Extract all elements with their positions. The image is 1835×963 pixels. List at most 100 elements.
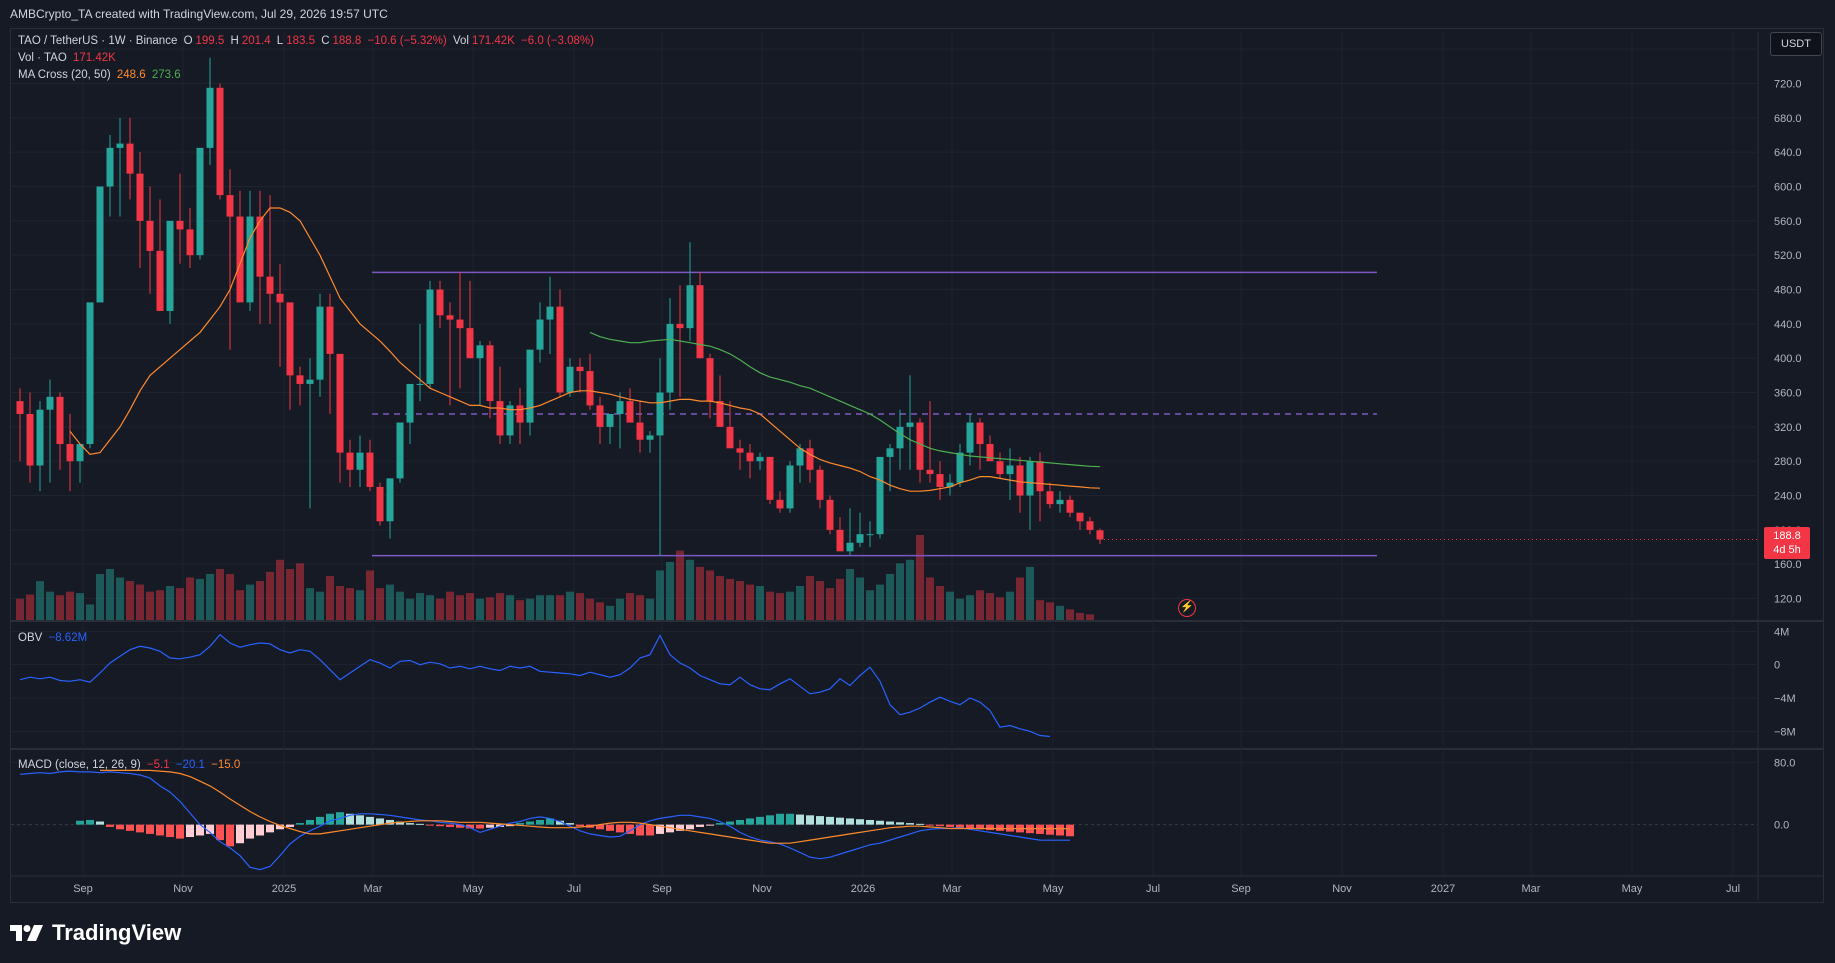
macd-tick-label: 0.0 bbox=[1774, 820, 1789, 832]
last-price-value: 188.8 bbox=[1773, 530, 1801, 542]
candle-body bbox=[1026, 461, 1034, 496]
volume-bar bbox=[166, 586, 174, 620]
candle-body bbox=[16, 401, 24, 414]
ma-cross-legend[interactable]: MA Cross (20, 50) 248.6 273.6 bbox=[18, 69, 184, 81]
candle-body bbox=[486, 345, 494, 402]
volume-bar bbox=[926, 577, 934, 620]
obv-legend[interactable]: OBV −8.62M bbox=[18, 632, 90, 644]
macd-histogram-bar bbox=[126, 824, 134, 831]
time-tick-label: Nov bbox=[173, 883, 193, 895]
macd-histogram-bar bbox=[606, 824, 614, 831]
currency-button[interactable]: USDT bbox=[1770, 32, 1822, 56]
tradingview-logo[interactable]: TradingView bbox=[10, 920, 181, 946]
macd-histogram-bar bbox=[966, 824, 974, 829]
volume-bar bbox=[16, 598, 24, 620]
volume-bar bbox=[306, 588, 314, 620]
candle-body bbox=[476, 345, 484, 359]
macd-histogram-bar bbox=[1036, 824, 1044, 834]
macd-histogram-bar bbox=[536, 819, 544, 825]
macd-histogram-bar bbox=[116, 824, 124, 830]
chart-frame bbox=[10, 28, 1824, 903]
volume-bar bbox=[526, 598, 534, 620]
time-tick-label: Mar bbox=[943, 883, 962, 895]
time-tick-label: Sep bbox=[73, 883, 93, 895]
volume-bar bbox=[346, 588, 354, 620]
volume-bar bbox=[936, 586, 944, 620]
candle-body bbox=[846, 542, 854, 552]
volume-bar bbox=[896, 563, 904, 620]
level-lines bbox=[372, 271, 1377, 557]
volume-bar bbox=[826, 588, 834, 620]
candle-body bbox=[836, 529, 844, 552]
candle-body bbox=[136, 173, 144, 221]
symbol-legend[interactable]: TAO / TetherUS · 1W · Binance O 199.5 H 20… bbox=[18, 35, 597, 47]
macd-histogram-bar bbox=[936, 824, 944, 827]
price-tick-label: 160.0 bbox=[1774, 559, 1802, 571]
volume-bar bbox=[1066, 609, 1074, 620]
macd-histogram-bar bbox=[716, 823, 724, 825]
volume-indicator-label[interactable]: Vol · TAO bbox=[18, 52, 67, 64]
ma-slow-value: 273.6 bbox=[151, 69, 181, 81]
volume-bar bbox=[366, 570, 374, 620]
volume-bar bbox=[336, 586, 344, 620]
macd-histogram-bar bbox=[866, 819, 874, 825]
volume-bar bbox=[636, 595, 644, 620]
volume-bar bbox=[196, 578, 204, 620]
candle-body bbox=[236, 216, 244, 303]
candle-body bbox=[756, 456, 764, 462]
candle-body bbox=[426, 289, 434, 384]
volume-bar bbox=[396, 591, 404, 620]
macd-legend[interactable]: MACD (close, 12, 26, 9) −5.1 −20.1 −15.0 bbox=[18, 759, 243, 771]
macd-histogram-bar bbox=[756, 816, 764, 825]
volume-bar bbox=[916, 535, 924, 620]
ma-cross-label[interactable]: MA Cross (20, 50) bbox=[18, 69, 111, 81]
candle-body bbox=[1066, 499, 1074, 513]
candle-body bbox=[176, 220, 184, 230]
candle-body bbox=[856, 534, 864, 543]
candle-body bbox=[876, 456, 884, 535]
macd-histogram-bar bbox=[1046, 824, 1054, 835]
macd-histogram-bar bbox=[106, 824, 114, 827]
volume-bar bbox=[886, 573, 894, 620]
macd-histogram-bar bbox=[346, 813, 354, 825]
candle-body bbox=[826, 499, 834, 530]
candle-body bbox=[606, 413, 614, 427]
macd-histogram-bar bbox=[376, 818, 384, 825]
candle-body bbox=[656, 392, 664, 436]
candle-body bbox=[626, 401, 634, 423]
high-value: 201.4 bbox=[241, 35, 271, 47]
volume-bar bbox=[596, 602, 604, 620]
candle-body bbox=[446, 315, 454, 320]
candle-body bbox=[536, 319, 544, 350]
volume-bar bbox=[136, 584, 144, 620]
volume-bar bbox=[626, 593, 634, 620]
obv-label[interactable]: OBV bbox=[18, 632, 43, 644]
macd-histogram-bar bbox=[976, 824, 984, 830]
symbol-title[interactable]: TAO / TetherUS · 1W · Binance bbox=[18, 35, 178, 47]
candle-body bbox=[76, 444, 84, 462]
lightning-bolt-icon[interactable]: ⚡ bbox=[1178, 599, 1196, 617]
candle-body bbox=[736, 448, 744, 453]
macd-label[interactable]: MACD (close, 12, 26, 9) bbox=[18, 759, 141, 771]
volume-legend[interactable]: Vol · TAO 171.42K bbox=[18, 52, 119, 64]
candle-body bbox=[766, 456, 774, 500]
vol-value: 171.42K bbox=[471, 35, 515, 47]
candle-body bbox=[696, 285, 704, 359]
macd-histogram-bar bbox=[306, 819, 314, 825]
candle-body bbox=[1046, 491, 1054, 505]
time-tick-label: Sep bbox=[1231, 883, 1251, 895]
candle-body bbox=[636, 422, 644, 440]
close-value: 188.8 bbox=[332, 35, 362, 47]
volume-bar bbox=[646, 598, 654, 620]
candle-body bbox=[686, 285, 694, 329]
macd-histogram-bar bbox=[316, 816, 324, 825]
candle-body bbox=[936, 474, 944, 487]
macd-histogram-bar bbox=[466, 824, 474, 829]
macd-histogram-bar bbox=[846, 818, 854, 825]
volume-bar bbox=[506, 595, 514, 620]
candle-body bbox=[956, 452, 964, 483]
macd-histogram-bar bbox=[906, 823, 914, 825]
candle-body bbox=[776, 499, 784, 509]
volume-bar bbox=[856, 577, 864, 620]
